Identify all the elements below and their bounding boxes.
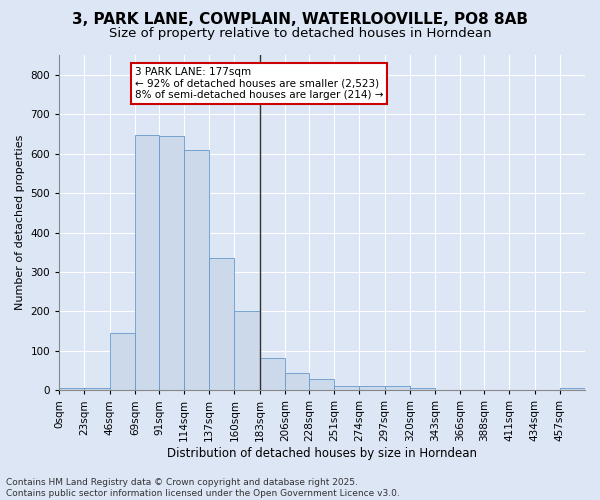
Bar bbox=[410, 388, 435, 390]
Text: 3, PARK LANE, COWPLAIN, WATERLOOVILLE, PO8 8AB: 3, PARK LANE, COWPLAIN, WATERLOOVILLE, P… bbox=[72, 12, 528, 28]
Bar bbox=[184, 150, 209, 390]
Text: Size of property relative to detached houses in Horndean: Size of property relative to detached ho… bbox=[109, 28, 491, 40]
Y-axis label: Number of detached properties: Number of detached properties bbox=[15, 135, 25, 310]
Bar bbox=[359, 386, 385, 390]
X-axis label: Distribution of detached houses by size in Horndean: Distribution of detached houses by size … bbox=[167, 447, 477, 460]
Text: 3 PARK LANE: 177sqm
← 92% of detached houses are smaller (2,523)
8% of semi-deta: 3 PARK LANE: 177sqm ← 92% of detached ho… bbox=[135, 67, 383, 100]
Bar bbox=[209, 258, 235, 390]
Bar bbox=[309, 379, 334, 390]
Bar bbox=[285, 373, 309, 390]
Bar bbox=[135, 134, 159, 390]
Bar bbox=[235, 312, 260, 390]
Bar bbox=[385, 386, 410, 390]
Bar bbox=[159, 136, 184, 390]
Bar bbox=[110, 333, 135, 390]
Bar bbox=[85, 388, 110, 390]
Bar bbox=[260, 358, 285, 390]
Bar bbox=[334, 386, 359, 390]
Text: Contains HM Land Registry data © Crown copyright and database right 2025.
Contai: Contains HM Land Registry data © Crown c… bbox=[6, 478, 400, 498]
Bar bbox=[560, 388, 585, 390]
Bar bbox=[59, 388, 85, 390]
